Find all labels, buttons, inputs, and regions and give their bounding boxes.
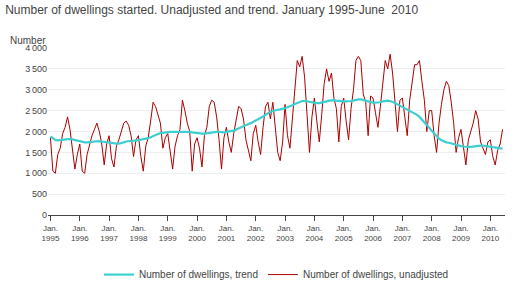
svg-text:0: 0 bbox=[42, 210, 47, 220]
svg-text:Jan.2000: Jan.2000 bbox=[188, 224, 206, 243]
svg-text:Jan.1996: Jan.1996 bbox=[71, 224, 89, 243]
svg-text:Number of dwellings, trend: Number of dwellings, trend bbox=[139, 269, 258, 280]
svg-text:1 000: 1 000 bbox=[25, 168, 47, 178]
svg-text:3 000: 3 000 bbox=[25, 85, 47, 95]
svg-text:Jan.1995: Jan.1995 bbox=[42, 224, 60, 243]
svg-text:Number of dwellings, unadjuste: Number of dwellings, unadjusted bbox=[303, 269, 448, 280]
svg-text:Jan.2002: Jan.2002 bbox=[247, 224, 265, 243]
svg-text:Number: Number bbox=[10, 35, 46, 46]
svg-text:1 500: 1 500 bbox=[25, 148, 47, 158]
svg-text:Jan.2006: Jan.2006 bbox=[364, 224, 382, 243]
svg-text:Jan.2004: Jan.2004 bbox=[305, 224, 323, 243]
svg-text:Jan.1997: Jan.1997 bbox=[100, 224, 118, 243]
svg-text:Jan.1999: Jan.1999 bbox=[159, 224, 177, 243]
svg-text:4 000: 4 000 bbox=[25, 43, 47, 53]
svg-text:Jan.2008: Jan.2008 bbox=[423, 224, 441, 243]
svg-text:Jan.2007: Jan.2007 bbox=[393, 224, 411, 243]
svg-text:Jan.2005: Jan.2005 bbox=[335, 224, 353, 243]
svg-text:500: 500 bbox=[32, 189, 47, 199]
svg-text:Jan.2009: Jan.2009 bbox=[452, 224, 470, 243]
svg-text:Jan.2010: Jan.2010 bbox=[481, 224, 499, 243]
svg-text:2 500: 2 500 bbox=[25, 106, 47, 116]
svg-text:Jan.2001: Jan.2001 bbox=[218, 224, 236, 243]
svg-text:Jan.2003: Jan.2003 bbox=[276, 224, 294, 243]
svg-text:Number of dwellings started. U: Number of dwellings started. Unadjusted … bbox=[5, 3, 418, 17]
svg-text:Jan.1998: Jan.1998 bbox=[130, 224, 148, 243]
svg-text:2 000: 2 000 bbox=[25, 127, 47, 137]
svg-text:3 500: 3 500 bbox=[25, 64, 47, 74]
